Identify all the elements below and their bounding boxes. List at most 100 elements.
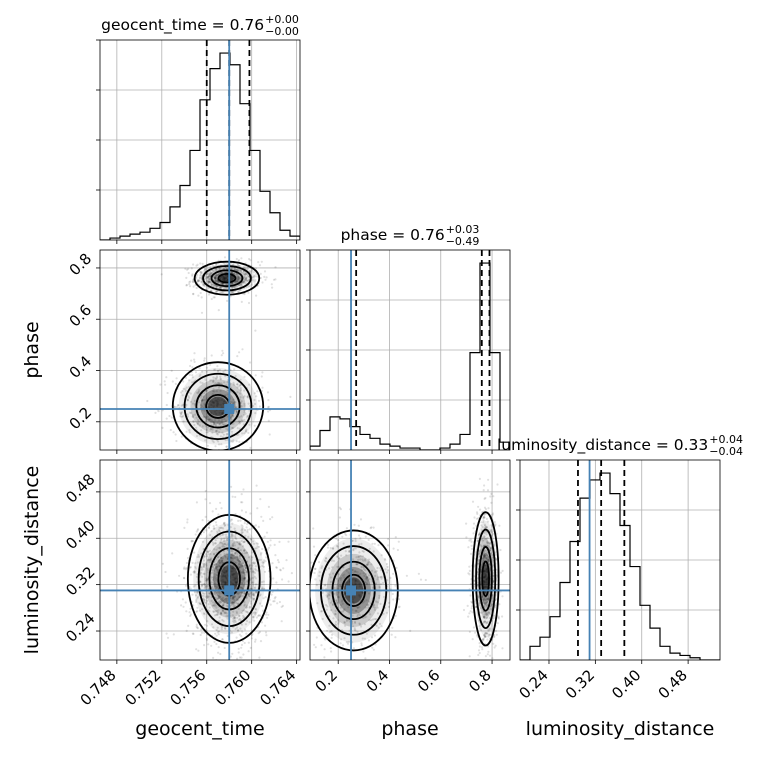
sample-point xyxy=(265,634,268,637)
sample-point xyxy=(241,419,244,422)
sample-point xyxy=(482,517,485,520)
sample-point xyxy=(253,398,256,402)
sample-point xyxy=(231,614,234,617)
sample-point xyxy=(220,569,223,572)
sample-point xyxy=(233,600,236,604)
sample-point xyxy=(223,400,226,403)
sample-point xyxy=(351,608,354,611)
sample-point xyxy=(485,551,488,554)
sample-point xyxy=(220,556,223,559)
sample-point xyxy=(215,548,218,551)
sample-point xyxy=(210,419,213,422)
sample-point xyxy=(218,620,221,623)
sample-point xyxy=(342,591,346,594)
sample-point xyxy=(213,368,216,371)
sample-point xyxy=(189,607,192,610)
sample-point xyxy=(185,610,188,613)
sample-point xyxy=(241,562,245,565)
sample-point xyxy=(481,557,484,560)
sample-point xyxy=(198,388,201,391)
sample-point xyxy=(225,445,228,448)
sample-point xyxy=(236,279,239,282)
sample-point xyxy=(398,605,401,608)
sample-point xyxy=(220,561,223,564)
sample-point xyxy=(205,276,208,279)
sample-point xyxy=(219,375,222,378)
sample-point xyxy=(238,420,241,423)
sample-point xyxy=(215,628,218,632)
sample-point xyxy=(374,582,377,585)
sample-point xyxy=(251,562,254,565)
sample-point xyxy=(243,571,246,574)
sample-point xyxy=(242,570,245,573)
sample-point xyxy=(354,629,357,632)
sample-point xyxy=(237,269,240,272)
sample-point xyxy=(206,620,209,623)
sample-point xyxy=(226,286,229,289)
sample-point xyxy=(236,280,239,283)
sample-point xyxy=(216,530,219,533)
sample-point xyxy=(236,383,239,386)
sample-point xyxy=(229,655,232,658)
sample-point xyxy=(472,532,475,535)
sample-point xyxy=(320,610,323,613)
sample-point xyxy=(215,563,218,566)
sample-point xyxy=(201,399,204,402)
sample-point xyxy=(486,597,489,601)
sample-point xyxy=(225,578,229,581)
sample-point xyxy=(230,533,233,537)
sample-point xyxy=(206,624,209,627)
sample-point xyxy=(218,286,221,289)
sample-point xyxy=(234,581,237,584)
sample-point xyxy=(243,375,246,378)
sample-point xyxy=(209,421,212,424)
sample-point xyxy=(491,532,494,536)
sample-point xyxy=(329,580,332,584)
sample-point xyxy=(344,592,347,595)
scatter-panel-geocent_time-phase xyxy=(96,249,301,455)
sample-point xyxy=(237,651,240,654)
sample-point xyxy=(486,597,489,600)
sample-point xyxy=(203,453,205,455)
sample-point xyxy=(282,567,285,570)
sample-point xyxy=(236,573,239,576)
sample-point xyxy=(186,518,189,521)
sample-point xyxy=(226,536,229,539)
sample-point xyxy=(205,596,208,600)
sample-point xyxy=(243,552,246,555)
sample-point xyxy=(229,553,232,556)
sample-point xyxy=(223,256,227,259)
sample-point xyxy=(213,423,216,426)
sample-point xyxy=(208,610,211,613)
sample-point xyxy=(220,382,223,385)
sample-point xyxy=(207,519,210,522)
sample-point xyxy=(251,279,254,282)
sample-point xyxy=(306,576,308,578)
sample-point xyxy=(359,518,363,521)
sample-point xyxy=(484,580,487,584)
sample-point xyxy=(215,598,218,601)
sample-point xyxy=(232,560,235,563)
sample-point xyxy=(215,584,218,587)
sample-point xyxy=(354,547,357,550)
sample-point xyxy=(207,558,210,562)
sample-point xyxy=(492,614,495,618)
sample-point xyxy=(326,605,329,608)
sample-point xyxy=(472,527,475,530)
sample-point xyxy=(212,543,215,546)
sample-point xyxy=(231,544,235,547)
sample-point xyxy=(222,275,225,278)
sample-point xyxy=(483,536,486,540)
sample-point xyxy=(297,605,299,607)
sample-point xyxy=(250,596,253,599)
sample-point xyxy=(177,404,180,407)
sample-point xyxy=(356,613,359,616)
sample-point xyxy=(206,279,209,282)
sample-point xyxy=(232,557,235,560)
sample-point xyxy=(195,264,198,267)
sample-point xyxy=(256,542,259,546)
sample-point xyxy=(203,644,206,647)
sample-point xyxy=(250,587,253,590)
sample-point xyxy=(205,428,208,431)
